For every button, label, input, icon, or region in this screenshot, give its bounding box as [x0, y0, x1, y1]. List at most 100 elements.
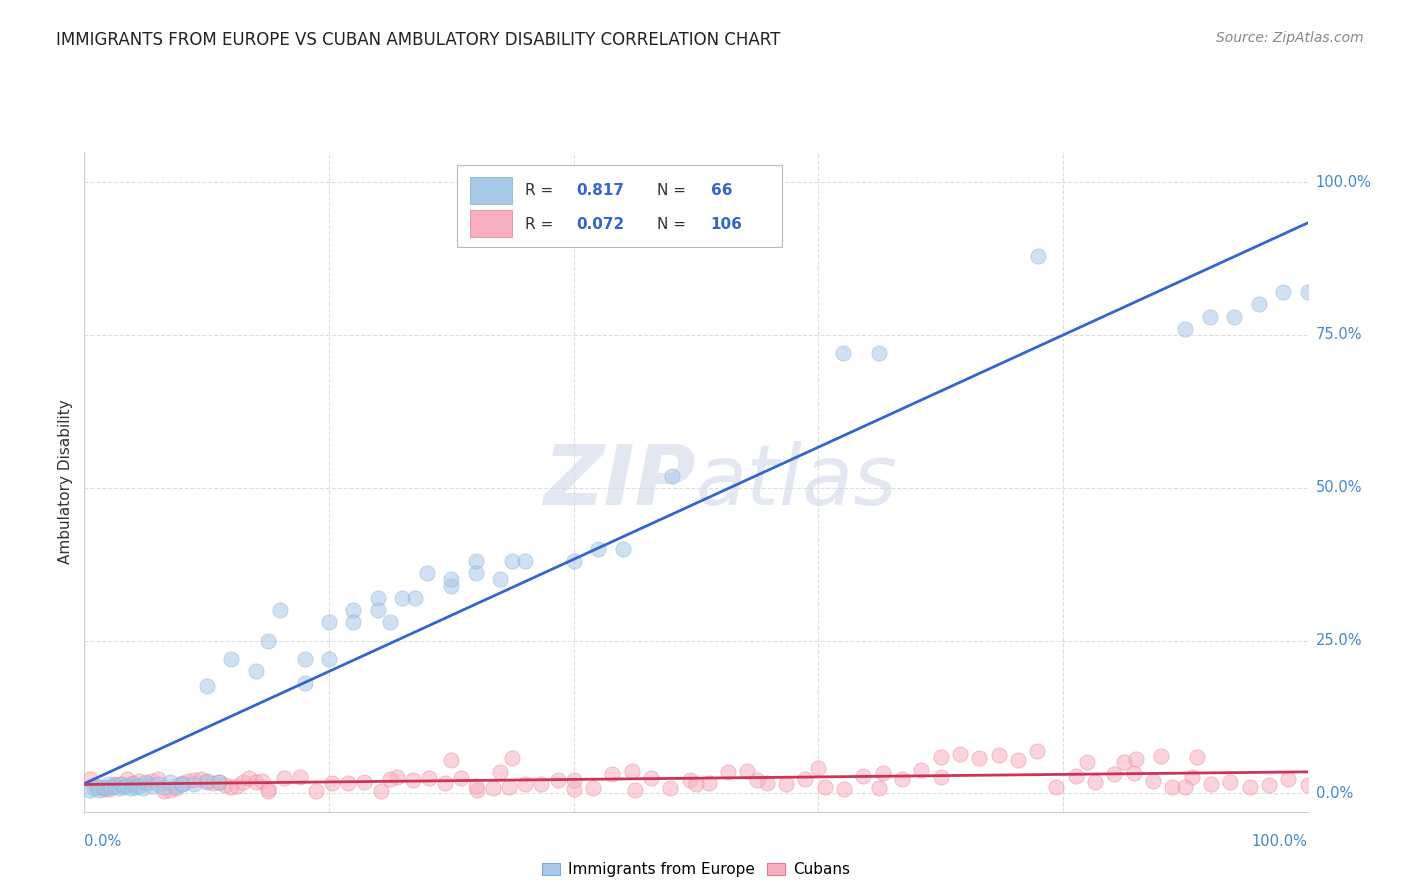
Point — [97, 777, 120, 791]
Point — [380, 615, 402, 630]
Point — [165, 779, 187, 793]
Point — [165, 780, 187, 795]
Point — [1161, 780, 1184, 794]
Point — [107, 781, 129, 796]
Point — [530, 777, 553, 791]
Point — [620, 764, 643, 778]
Point — [97, 781, 120, 796]
Point — [440, 573, 463, 587]
Point — [1198, 310, 1220, 324]
Point — [104, 779, 127, 793]
Point — [547, 772, 569, 787]
Point — [1125, 752, 1147, 766]
Point — [464, 779, 486, 793]
Point — [416, 566, 439, 581]
Point — [717, 765, 740, 780]
Point — [1223, 310, 1246, 324]
Point — [418, 771, 440, 785]
Point — [195, 680, 218, 694]
Point — [195, 774, 218, 789]
Point — [104, 777, 127, 791]
Point — [257, 784, 280, 798]
Point — [96, 781, 118, 796]
Point — [737, 764, 759, 778]
Point — [562, 554, 585, 568]
Point — [1247, 297, 1270, 311]
Point — [79, 772, 101, 786]
Point — [257, 633, 280, 648]
Point — [159, 783, 181, 797]
Point — [794, 772, 817, 786]
Point — [929, 770, 952, 784]
Point — [755, 776, 778, 790]
Point — [91, 780, 114, 795]
Point — [678, 773, 700, 788]
Point — [318, 652, 340, 666]
Point — [122, 777, 145, 791]
Point — [831, 346, 853, 360]
Point — [440, 578, 463, 592]
Point — [482, 780, 505, 795]
Point — [245, 664, 267, 678]
FancyBboxPatch shape — [470, 210, 512, 237]
Point — [250, 773, 273, 788]
Point — [582, 780, 605, 795]
Point — [747, 773, 769, 788]
Point — [450, 771, 472, 785]
Point — [1076, 756, 1098, 770]
Point — [404, 591, 426, 605]
FancyBboxPatch shape — [457, 165, 782, 247]
Point — [232, 774, 254, 789]
Point — [321, 776, 343, 790]
Point — [501, 554, 523, 568]
Point — [172, 777, 194, 791]
Point — [1114, 755, 1136, 769]
Point — [697, 776, 720, 790]
Point — [987, 748, 1010, 763]
Point — [433, 776, 456, 790]
Point — [869, 781, 891, 796]
Point — [624, 783, 647, 797]
Point — [391, 591, 413, 605]
Point — [1219, 774, 1241, 789]
Point — [640, 771, 662, 785]
Point — [1064, 769, 1087, 783]
Text: R =: R = — [524, 217, 558, 232]
Point — [208, 775, 231, 789]
Point — [141, 779, 163, 793]
Point — [1187, 750, 1209, 764]
Point — [86, 780, 108, 795]
Text: 106: 106 — [710, 217, 742, 232]
Point — [87, 783, 110, 797]
Point — [1104, 766, 1126, 780]
Point — [370, 783, 392, 797]
Point — [128, 774, 150, 789]
Point — [872, 766, 894, 780]
Point — [659, 781, 682, 796]
Point — [1150, 748, 1173, 763]
Point — [1181, 771, 1204, 785]
Point — [122, 776, 145, 790]
Point — [612, 541, 634, 556]
Point — [1174, 322, 1197, 336]
Text: 0.0%: 0.0% — [1316, 786, 1353, 801]
Point — [318, 615, 340, 630]
Point — [1199, 777, 1222, 791]
Point — [807, 761, 830, 775]
Point — [245, 775, 267, 789]
Point — [852, 769, 875, 783]
Point — [153, 780, 176, 795]
Point — [115, 779, 138, 793]
Point — [153, 784, 176, 798]
Point — [600, 767, 623, 781]
Text: ZIP: ZIP — [543, 442, 696, 522]
Point — [832, 781, 855, 796]
Text: 0.072: 0.072 — [576, 217, 624, 232]
Point — [177, 773, 200, 788]
Point — [115, 772, 138, 786]
Point — [146, 772, 169, 786]
Point — [489, 573, 512, 587]
Point — [1122, 766, 1144, 780]
Point — [120, 781, 142, 796]
Point — [190, 772, 212, 786]
